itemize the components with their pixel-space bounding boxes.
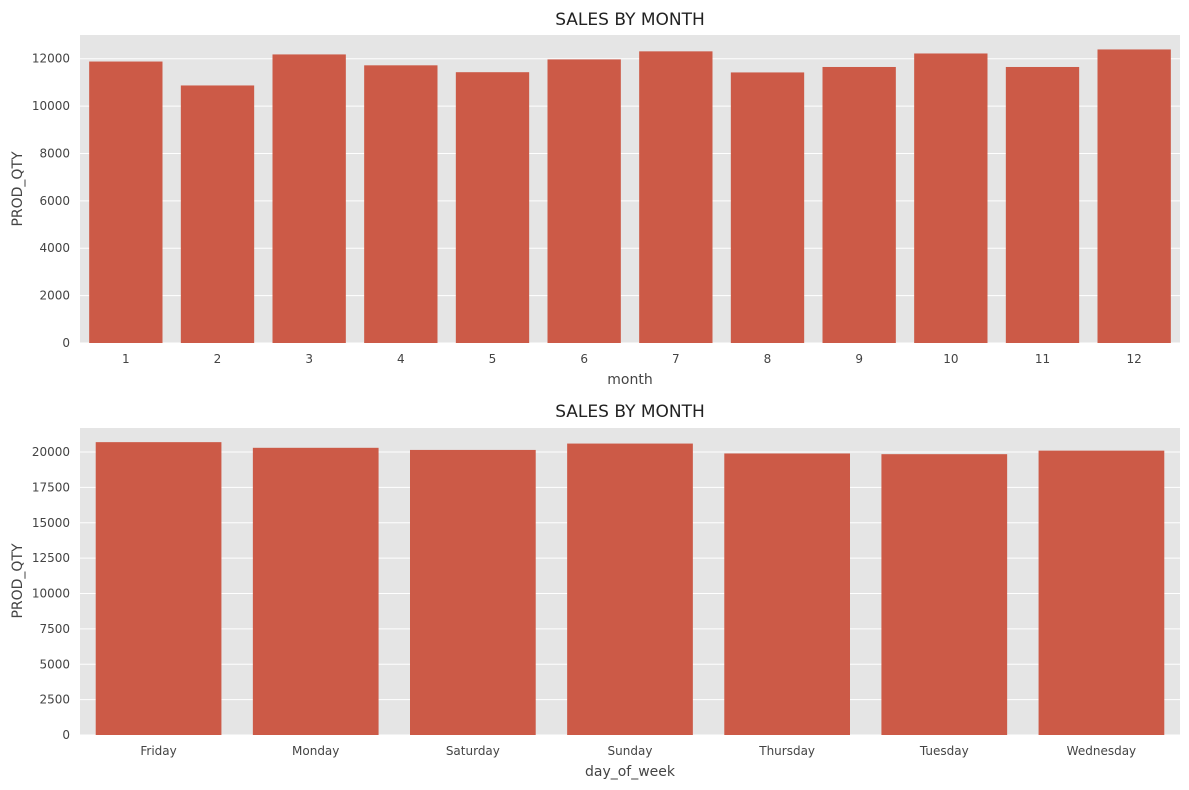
x-tick-label: Sunday bbox=[608, 744, 653, 758]
x-tick-label: 3 bbox=[305, 352, 313, 366]
bars bbox=[95, 442, 1165, 735]
bar-Thursday bbox=[724, 453, 850, 735]
x-tick-labels: Friday Monday Saturday Sunday Thursday Tuesda… bbox=[140, 744, 1136, 758]
y-tick-label: 20000 bbox=[32, 445, 70, 459]
x-tick-label: Wednesday bbox=[1067, 744, 1136, 758]
x-tick-label: Thursday bbox=[758, 744, 815, 758]
plot-area bbox=[80, 35, 1180, 343]
x-tick-label: 1 bbox=[122, 352, 130, 366]
y-tick-label: 17500 bbox=[32, 480, 70, 494]
x-axis-label: day_of_week bbox=[585, 764, 676, 780]
bar-Monday bbox=[252, 447, 379, 735]
y-tick-label: 2500 bbox=[39, 693, 70, 707]
y-tick-label: 0 bbox=[62, 728, 70, 742]
y-tick-label: 10000 bbox=[32, 99, 70, 113]
chart-title: SALES BY MONTH bbox=[555, 402, 705, 422]
y-tick-label: 4000 bbox=[39, 241, 70, 255]
x-tick-label: Saturday bbox=[446, 744, 500, 758]
y-tick-label: 8000 bbox=[39, 146, 70, 160]
y-tick-label: 10000 bbox=[32, 587, 70, 601]
y-axis-label: PROD_QTY bbox=[10, 543, 26, 619]
chart-sales-by-day-of-week: 0 2500 5000 7500 10000 12500 15000 17500 20000 F… bbox=[10, 402, 1180, 780]
x-tick-label: 12 bbox=[1127, 352, 1142, 366]
x-tick-label: Tuesday bbox=[919, 744, 969, 758]
y-tick-label: 12500 bbox=[32, 551, 70, 565]
bar-4 bbox=[364, 65, 438, 343]
bar-Sunday bbox=[567, 443, 693, 735]
bar-Saturday bbox=[410, 449, 536, 735]
bar-5 bbox=[455, 72, 530, 343]
y-tick-label: 12000 bbox=[32, 52, 70, 66]
bar-8 bbox=[730, 72, 805, 344]
x-tick-label: 11 bbox=[1035, 352, 1050, 366]
x-tick-label: 6 bbox=[580, 352, 588, 366]
y-tick-labels: 0 2500 5000 7500 10000 12500 15000 17500 20000 bbox=[32, 445, 70, 742]
y-tick-labels: 0 2000 4000 6000 8000 10000 12000 bbox=[32, 52, 70, 350]
bar-3 bbox=[272, 54, 346, 343]
x-tick-label: 8 bbox=[764, 352, 772, 366]
bar-9 bbox=[822, 66, 896, 343]
bar-6 bbox=[547, 59, 621, 343]
bar-10 bbox=[914, 53, 988, 343]
x-tick-labels: 1 2 3 4 5 6 7 8 9 10 11 12 bbox=[122, 352, 1142, 366]
y-tick-label: 0 bbox=[62, 336, 70, 350]
y-tick-label: 5000 bbox=[39, 657, 70, 671]
x-tick-label: 7 bbox=[672, 352, 680, 366]
x-tick-label: Friday bbox=[140, 744, 176, 758]
bar-Friday bbox=[95, 442, 222, 735]
grid-lines bbox=[80, 58, 1180, 344]
y-tick-label: 7500 bbox=[39, 622, 70, 636]
bar-7 bbox=[639, 51, 713, 344]
x-tick-label: 5 bbox=[489, 352, 497, 366]
bars bbox=[89, 49, 1171, 344]
bar-2 bbox=[180, 85, 255, 344]
y-axis-label: PROD_QTY bbox=[10, 151, 26, 227]
bar-Tuesday bbox=[881, 454, 1008, 735]
y-tick-label: 15000 bbox=[32, 516, 70, 530]
x-tick-label: 10 bbox=[943, 352, 958, 366]
x-tick-label: 4 bbox=[397, 352, 405, 366]
x-tick-label: 2 bbox=[214, 352, 222, 366]
x-tick-label: Monday bbox=[292, 744, 339, 758]
chart-title: SALES BY MONTH bbox=[555, 10, 705, 30]
x-axis-label: month bbox=[607, 372, 652, 388]
y-tick-label: 2000 bbox=[39, 289, 70, 303]
y-tick-label: 6000 bbox=[39, 194, 70, 208]
bar-Wednesday bbox=[1038, 450, 1165, 735]
bar-12 bbox=[1097, 49, 1171, 344]
x-tick-label: 9 bbox=[855, 352, 863, 366]
bar-11 bbox=[1005, 66, 1080, 343]
bar-1 bbox=[89, 61, 163, 343]
